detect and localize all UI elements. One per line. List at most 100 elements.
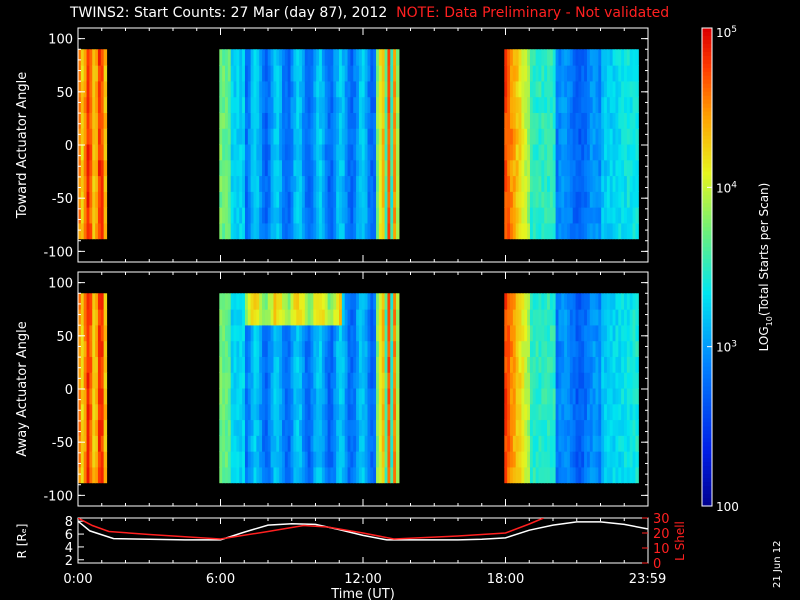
heatmap-cell [561, 49, 565, 66]
heatmap-cell [264, 419, 269, 436]
heatmap-cell [324, 435, 329, 452]
heatmap-cell [515, 143, 520, 161]
heatmap-cell [225, 309, 229, 326]
heatmap-cell [606, 309, 611, 326]
heatmap-cell [336, 356, 340, 373]
heatmap-cell [296, 403, 300, 421]
heatmap-cell [267, 96, 272, 113]
heatmap-cell [532, 222, 537, 240]
heatmap-cell [307, 80, 312, 98]
heatmap-cell [250, 191, 255, 208]
heatmap-cell [97, 403, 102, 421]
heatmap-cell [612, 49, 617, 66]
heatmap-cell [512, 309, 517, 326]
heatmap-cell [572, 435, 577, 452]
heatmap-cell [244, 435, 249, 452]
heatmap-cell [510, 143, 514, 161]
heatmap-cell [83, 356, 88, 373]
heatmap-cell [287, 49, 292, 66]
heatmap-cell [279, 222, 283, 240]
colorbar-cell [702, 59, 712, 65]
heatmap-cell [370, 143, 374, 161]
colorbar-cell [702, 502, 712, 507]
heatmap-cell [259, 222, 263, 240]
heatmap-cell [384, 80, 389, 98]
heatmap-cell [629, 128, 634, 145]
heatmap-cell [586, 293, 591, 310]
left-tick-label: 2 [65, 554, 73, 569]
heatmap-cell [83, 309, 88, 326]
heatmap-cell [378, 159, 383, 177]
heatmap-cell [95, 191, 99, 208]
heatmap-cell [259, 80, 263, 98]
heatmap-cell [367, 207, 371, 224]
heatmap-cell [330, 387, 334, 405]
heatmap-cell [632, 128, 637, 145]
colorbar-cell [702, 127, 712, 133]
heatmap-cell [353, 324, 357, 342]
heatmap-cell [567, 143, 571, 161]
heatmap-cell [287, 451, 292, 468]
heatmap-cell [361, 191, 366, 208]
heatmap-cell [510, 309, 514, 326]
heatmap-cell [97, 96, 102, 113]
heatmap-cell [230, 191, 235, 208]
heatmap-cell [535, 143, 540, 161]
heatmap-cell [222, 435, 226, 452]
heatmap-cell [615, 143, 619, 161]
heatmap-cell [521, 175, 525, 192]
heatmap-cell [544, 419, 548, 436]
heatmap-cell [598, 207, 602, 224]
heatmap-cell [367, 143, 371, 161]
heatmap-cell [370, 175, 374, 192]
heatmap-cell [527, 435, 531, 452]
heatmap-cell [632, 175, 637, 192]
heatmap-cell [276, 112, 280, 129]
heatmap-cell [264, 372, 269, 389]
heatmap-cell [367, 96, 371, 113]
heatmap-cell [92, 143, 96, 161]
heatmap-cell [339, 451, 343, 468]
heatmap-cell [507, 309, 511, 326]
heatmap-cell [561, 65, 565, 82]
heatmap-cell [524, 175, 528, 192]
heatmap-cell [624, 191, 628, 208]
heatmap-cell [609, 387, 614, 405]
heatmap-cell [626, 419, 631, 436]
heatmap-cell [276, 293, 280, 310]
heatmap-cell [529, 65, 534, 82]
heatmap-cell [333, 309, 337, 326]
heatmap-cell [521, 222, 525, 240]
heatmap-cell [504, 372, 508, 389]
heatmap-cell [384, 340, 389, 357]
heatmap-cell [239, 403, 243, 421]
heatmap-cell [572, 222, 577, 240]
heatmap-cell [225, 387, 229, 405]
heatmap-cell [233, 324, 238, 342]
heatmap-cell [376, 80, 380, 98]
colorbar-cell [702, 418, 712, 423]
heatmap-cell [336, 80, 340, 98]
heatmap-cell [538, 222, 542, 240]
heatmap-cell [561, 403, 565, 421]
heatmap-cell [629, 80, 634, 98]
heatmap-cell [244, 340, 249, 357]
heatmap-cell [339, 159, 343, 177]
heatmap-cell [267, 65, 272, 82]
heatmap-cell [384, 175, 389, 192]
heatmap-cell [584, 112, 588, 129]
heatmap-cell [393, 65, 397, 82]
heatmap-cell [612, 372, 617, 389]
heatmap-cell [259, 324, 263, 342]
heatmap-cell [569, 403, 574, 421]
heatmap-cell [561, 128, 565, 145]
colorbar-cell [702, 251, 712, 256]
colorbar-cell [702, 290, 712, 296]
heatmap-cell [558, 207, 562, 224]
heatmap-cell [279, 403, 283, 421]
heatmap-cell [624, 80, 628, 98]
heatmap-cell [544, 80, 548, 98]
heatmap-cell [296, 340, 300, 357]
heatmap-cell [219, 191, 223, 208]
heatmap-cell [92, 324, 96, 342]
